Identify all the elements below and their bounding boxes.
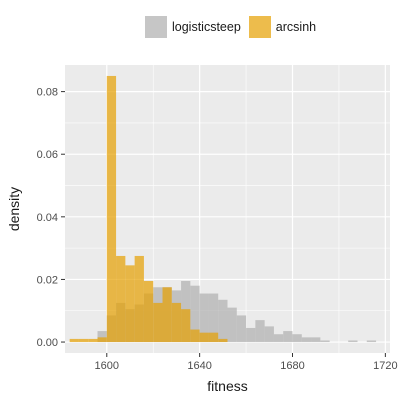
- histogram-bar-logisticsteep: [348, 340, 358, 343]
- legend-label-logisticsteep: logisticsteep: [172, 20, 241, 34]
- legend-item-logisticsteep: logisticsteep: [145, 16, 241, 38]
- x-tick-label: 1720: [373, 360, 397, 372]
- y-tick-label: 0.06: [37, 149, 58, 161]
- histogram-bar-logisticsteep: [236, 315, 247, 343]
- y-axis: 0.00 0.02 0.04 0.06 0.08: [37, 87, 65, 349]
- series-arcsinh: [69, 75, 228, 343]
- histogram-bar-logisticsteep: [97, 331, 107, 343]
- x-tick-label: 1680: [280, 360, 304, 372]
- y-tick-label: 0.00: [37, 337, 58, 349]
- histogram-bar-logisticsteep: [283, 331, 293, 343]
- histogram-bar-arcsinh: [171, 302, 182, 343]
- histogram-bar-arcsinh: [153, 302, 163, 343]
- histogram-bar-logisticsteep: [292, 334, 302, 343]
- y-axis-title: density: [6, 187, 22, 231]
- bars: [69, 75, 377, 343]
- x-axis: 1600 1640 1680 1720: [95, 353, 398, 372]
- y-tick-label: 0.02: [37, 274, 58, 286]
- histogram-bar-arcsinh: [125, 265, 135, 343]
- histogram-bar-arcsinh: [181, 309, 191, 343]
- y-tick-label: 0.08: [37, 87, 58, 99]
- histogram-bar-arcsinh: [162, 287, 172, 343]
- legend-label-arcsinh: arcsinh: [275, 20, 317, 34]
- histogram-bar-logisticsteep: [264, 326, 274, 343]
- histogram-bar-logisticsteep: [190, 285, 200, 343]
- histogram-bar-logisticsteep: [208, 293, 219, 343]
- y-tick-label: 0.04: [37, 212, 58, 224]
- histogram-bar-arcsinh: [69, 338, 79, 343]
- histogram-bar-logisticsteep: [246, 327, 256, 343]
- legend-key-logisticsteep: [145, 16, 167, 38]
- histogram-bar-arcsinh: [116, 255, 126, 343]
- histogram-bar-arcsinh: [78, 338, 89, 343]
- histogram-bar-logisticsteep: [227, 307, 237, 343]
- histogram-bar-arcsinh: [190, 329, 200, 343]
- legend: logisticsteep arcsinh: [145, 14, 316, 40]
- x-tick-label: 1600: [95, 360, 119, 372]
- histogram-bar-logisticsteep: [199, 293, 209, 343]
- legend-key-arcsinh: [248, 16, 271, 38]
- histogram-bar-arcsinh: [218, 338, 228, 343]
- histogram-bar-logisticsteep: [301, 337, 312, 343]
- histogram-bar-arcsinh: [88, 338, 98, 343]
- histogram-bar-logisticsteep: [218, 299, 228, 343]
- histogram-bar-arcsinh: [106, 75, 117, 343]
- histogram-bar-logisticsteep: [311, 337, 321, 343]
- histogram-bar-logisticsteep: [320, 340, 330, 343]
- histogram-bar-arcsinh: [143, 281, 154, 343]
- histogram-bar-arcsinh: [134, 255, 144, 343]
- histogram-bar-arcsinh: [208, 332, 219, 343]
- histogram-bar-arcsinh: [199, 332, 209, 343]
- histogram-bar-logisticsteep: [366, 340, 377, 343]
- legend-item-arcsinh: arcsinh: [248, 16, 317, 38]
- x-axis-title: fitness: [207, 378, 247, 394]
- histogram-bar-logisticsteep: [255, 320, 265, 343]
- x-tick-label: 1640: [187, 360, 211, 372]
- histogram-bar-arcsinh: [97, 337, 107, 343]
- histogram-bar-logisticsteep: [273, 334, 284, 343]
